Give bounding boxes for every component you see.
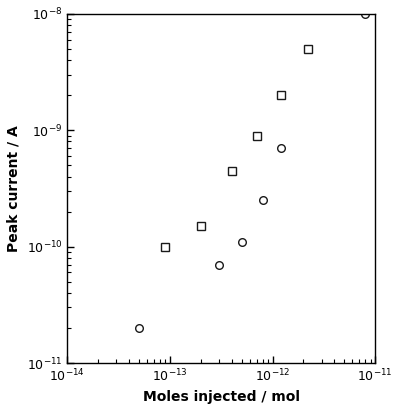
X-axis label: Moles injected / mol: Moles injected / mol: [143, 390, 300, 404]
Y-axis label: Peak current / A: Peak current / A: [7, 125, 21, 252]
